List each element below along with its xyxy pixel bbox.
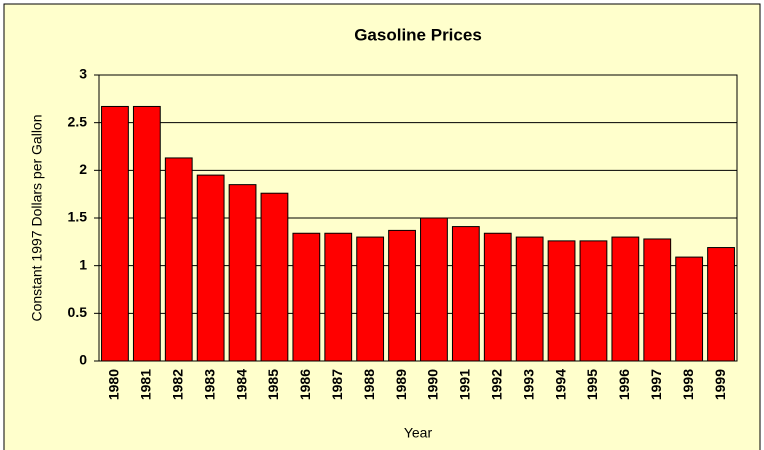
bar — [101, 105, 129, 362]
y-tick-label: 1.5 — [68, 209, 88, 225]
x-tick-label: 1998 — [680, 369, 696, 400]
bar — [356, 236, 385, 362]
bar — [643, 238, 672, 362]
x-tick-label: 1990 — [425, 369, 441, 400]
y-tick-label: 3 — [79, 66, 87, 82]
x-tick-label: 1981 — [138, 369, 154, 400]
bar — [196, 174, 225, 362]
x-tick-label: 1995 — [584, 369, 600, 400]
x-tick-label: 1984 — [233, 369, 249, 400]
bar — [515, 236, 544, 362]
y-tick-label: 2.5 — [68, 113, 88, 129]
bar — [483, 232, 512, 362]
y-axis-label: Constant 1997 Dollars per Gallon — [29, 114, 45, 321]
bar — [292, 232, 321, 362]
bar — [260, 192, 289, 362]
bar — [547, 240, 576, 362]
bar — [388, 229, 416, 362]
y-tick-label: 2 — [79, 161, 87, 177]
x-tick-label: 1980 — [106, 369, 122, 400]
x-axis-label: Year — [404, 425, 433, 441]
bar — [324, 232, 353, 362]
bar — [228, 184, 257, 362]
bar — [132, 105, 161, 362]
y-tick-label: 0 — [79, 352, 87, 368]
x-tick-label: 1997 — [648, 369, 664, 400]
x-tick-label: 1988 — [361, 369, 377, 400]
x-tick-label: 1987 — [329, 369, 345, 400]
bar — [707, 247, 735, 362]
x-tick-label: 1985 — [265, 369, 281, 400]
bar — [164, 157, 193, 362]
bar — [451, 226, 480, 362]
x-tick-label: 1996 — [616, 369, 632, 400]
x-tick-label: 1989 — [393, 369, 409, 400]
bar — [420, 217, 448, 362]
x-tick-label: 1992 — [488, 369, 504, 400]
y-tick-label: 0.5 — [68, 304, 88, 320]
y-tick-label: 1 — [79, 256, 87, 272]
bar — [675, 256, 704, 362]
bar — [579, 240, 608, 362]
bar — [611, 236, 640, 362]
x-tick-label: 1999 — [712, 369, 728, 400]
x-tick-label: 1993 — [520, 369, 536, 400]
x-tick-label: 1991 — [457, 369, 473, 400]
x-tick-label: 1994 — [552, 369, 568, 400]
x-tick-label: 1986 — [297, 369, 313, 400]
x-tick-label: 1983 — [201, 369, 217, 400]
chart-title: Gasoline Prices — [354, 25, 482, 44]
x-tick-label: 1982 — [169, 369, 185, 400]
